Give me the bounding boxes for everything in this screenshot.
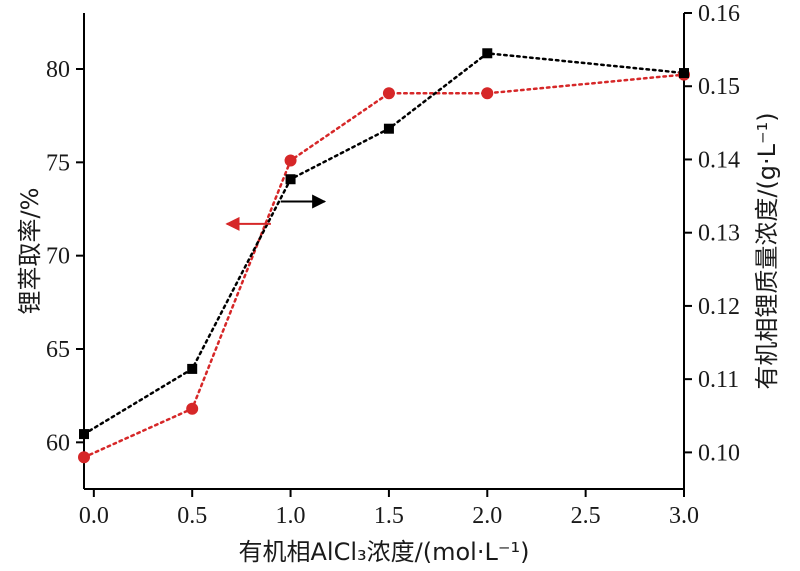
right-y-tick-label: 0.16 (698, 1, 740, 27)
series-0-point (382, 87, 395, 100)
series-markers (78, 48, 690, 464)
right-y-ticks: 0.10 0.11 0.12 0.13 0.14 0.15 0.16 (684, 1, 740, 466)
x-tick-label: 0.0 (79, 503, 109, 529)
series-1-point (285, 174, 296, 185)
x-axis-title: 有机相AlCl₃浓度/(mol·L⁻¹) (239, 538, 530, 566)
x-tick-label: 2.5 (571, 503, 601, 529)
series-0-point (284, 154, 297, 167)
axes (83, 13, 685, 490)
series-0-line (82, 73, 686, 459)
left-y-tick-label: 60 (46, 430, 70, 456)
series-0-point (481, 87, 494, 100)
series-lines (82, 52, 686, 459)
series-0-point (78, 451, 90, 464)
left-y-tick-label: 80 (46, 57, 70, 83)
series-1-line (82, 52, 686, 436)
right-y-tick-label: 0.11 (698, 367, 739, 393)
x-tick-label: 0.5 (177, 503, 207, 529)
series-1-point (679, 68, 689, 79)
right-y-tick-label: 0.10 (698, 440, 740, 466)
left-y-axis-title: 锂萃取率/% (16, 188, 44, 315)
x-tick-label: 1.0 (276, 503, 306, 529)
right-y-tick-label: 0.14 (698, 147, 740, 173)
series-0-point (186, 402, 199, 415)
x-tick-label: 3.0 (669, 503, 699, 529)
left-y-ticks: 60 65 70 75 80 (46, 57, 84, 456)
x-ticks: 0.0 0.5 1.0 1.5 2.0 2.5 3.0 (79, 489, 699, 529)
right-y-tick-label: 0.13 (698, 221, 740, 247)
right-y-tick-label: 0.12 (698, 294, 740, 320)
axis-indicator-arrows (225, 194, 327, 231)
left-y-tick-label: 70 (46, 244, 70, 270)
right-y-axis-title: 有机相锂质量浓度/(g·L⁻¹) (753, 112, 781, 389)
series-1-point (187, 363, 198, 374)
series-1-point (79, 429, 89, 440)
right-y-tick-label: 0.15 (698, 74, 740, 100)
series-1-point (383, 123, 394, 134)
left-y-tick-label: 75 (46, 150, 70, 176)
left-y-tick-label: 65 (46, 337, 70, 363)
x-tick-label: 1.5 (374, 503, 404, 529)
x-tick-label: 2.0 (472, 503, 502, 529)
series-1-point (482, 48, 493, 59)
